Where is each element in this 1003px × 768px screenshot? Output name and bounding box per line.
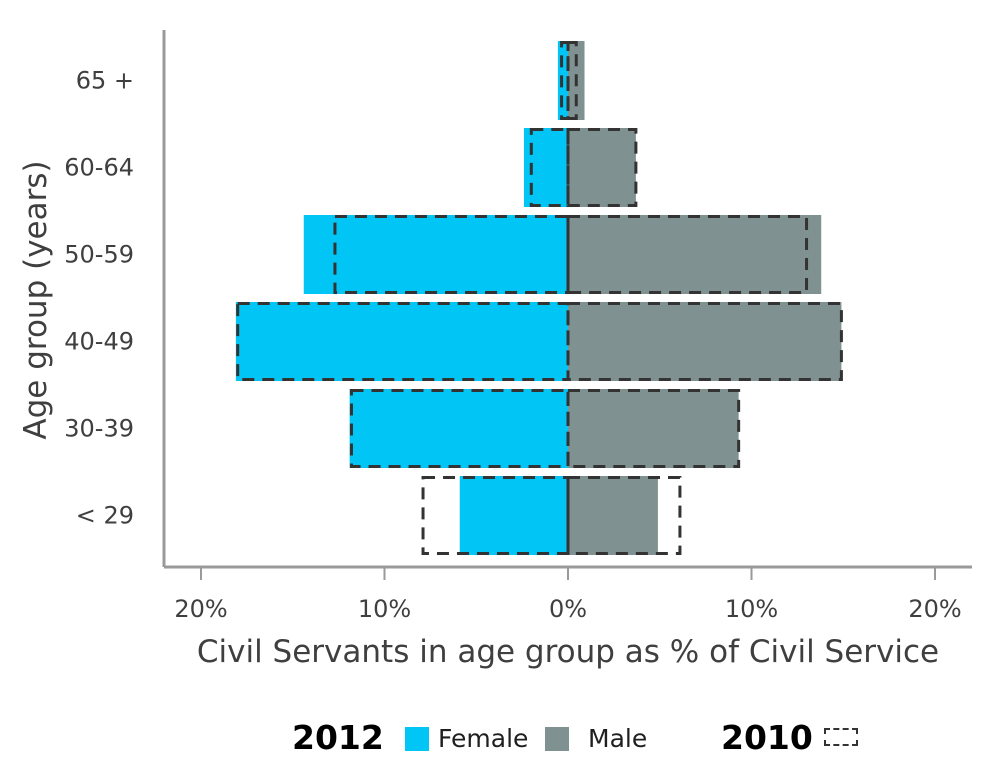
outline-bar-male-2010-2 — [566, 302, 843, 381]
bar-female-2012-1 — [349, 389, 568, 468]
bar-male-2012-2 — [568, 302, 842, 381]
y-tick-label: 30-39 — [64, 415, 134, 443]
population-pyramid-chart: < 29 30-39 40-49 50-59 60-64 65 + 20% 10% 0% 10%… — [18, 30, 972, 670]
y-axis-title: Age group (years) — [18, 160, 54, 439]
outline-bar-female-2010-4 — [529, 128, 570, 207]
legend-female-label: Female — [438, 724, 529, 753]
bar-male-2012-3 — [568, 215, 822, 294]
bar-female-2012-0 — [459, 476, 568, 555]
legend-male-label: Male — [588, 724, 648, 753]
y-tick-label: 50-59 — [64, 241, 134, 269]
x-tick-label: 20% — [174, 595, 227, 623]
y-tick-label: < 29 — [76, 502, 134, 530]
outline-bar-female-2010-0 — [421, 476, 570, 555]
y-axis-ticks: < 29 30-39 40-49 50-59 60-64 65 + — [64, 67, 134, 530]
outline-bar-male-2010-0 — [566, 476, 682, 555]
bar-male-2012-4 — [568, 128, 636, 207]
x-tick-label: 20% — [908, 595, 961, 623]
outline-bar-male-2010-4 — [566, 128, 638, 207]
x-tick-label: 0% — [549, 595, 587, 623]
dashed-bars-2010 — [236, 41, 843, 555]
outline-bar-male-2010-5 — [566, 41, 578, 120]
legend-year-2012: 2012 — [292, 718, 384, 757]
bar-male-2012-1 — [568, 389, 739, 468]
bar-female-2012-3 — [303, 215, 568, 294]
x-axis-title: Civil Servants in age group as % of Civi… — [197, 634, 939, 670]
x-axis-ticks: 20% 10% 0% 10% 20% — [174, 567, 962, 623]
y-tick-label: 65 + — [76, 67, 134, 95]
legend-female-swatch — [405, 727, 429, 751]
outline-bar-male-2010-3 — [566, 215, 809, 294]
x-tick-label: 10% — [725, 595, 778, 623]
bar-male-2012-0 — [568, 476, 658, 555]
legend: 2012 Female Male 2010 — [0, 712, 1003, 768]
bar-female-2012-2 — [235, 302, 569, 381]
legend-year-2010: 2010 — [721, 718, 813, 757]
outline-bar-male-2010-1 — [566, 389, 741, 468]
y-tick-label: 40-49 — [64, 328, 134, 356]
legend-dashed-outline-swatch — [824, 728, 858, 746]
outline-bar-female-2010-1 — [349, 389, 570, 468]
legend-male-swatch — [545, 727, 569, 751]
y-tick-label: 60-64 — [64, 154, 134, 182]
filled-bars-2012 — [235, 41, 842, 555]
x-tick-label: 10% — [358, 595, 411, 623]
